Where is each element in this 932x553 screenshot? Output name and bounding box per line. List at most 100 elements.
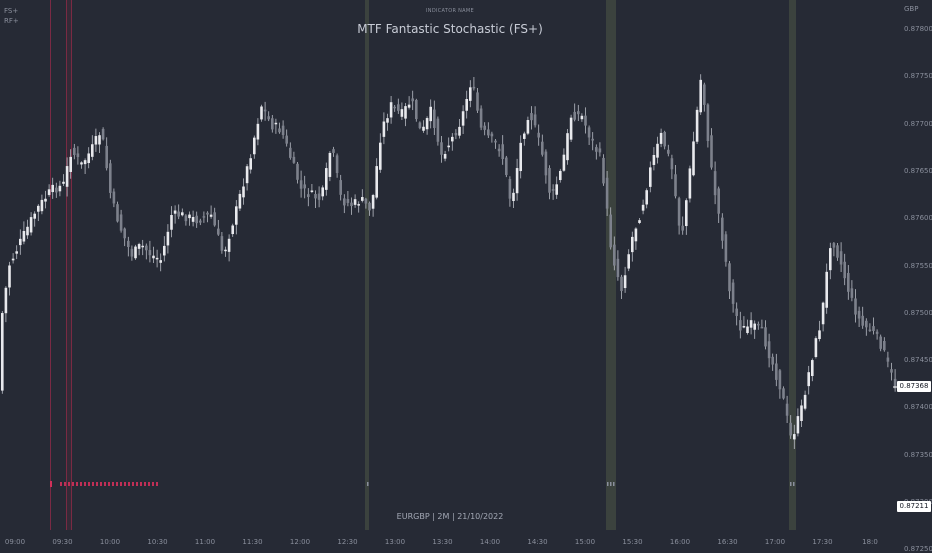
signal-marker bbox=[64, 482, 66, 486]
candle-body bbox=[353, 199, 357, 205]
candle-body bbox=[148, 249, 152, 256]
candle bbox=[152, 246, 155, 264]
candle-body bbox=[411, 98, 414, 102]
currency-label: GBP bbox=[904, 5, 919, 13]
candle bbox=[238, 190, 242, 211]
candle-body bbox=[112, 191, 116, 204]
candle bbox=[91, 135, 94, 161]
candle-body bbox=[821, 302, 825, 325]
candle bbox=[580, 113, 584, 122]
candle bbox=[37, 204, 40, 222]
candle bbox=[407, 96, 411, 110]
candle-body bbox=[94, 136, 98, 145]
candle bbox=[177, 204, 180, 220]
candle-body bbox=[843, 261, 846, 279]
candle-body bbox=[724, 234, 728, 262]
candle bbox=[15, 245, 18, 260]
candle-body bbox=[281, 125, 285, 136]
candle-body bbox=[584, 115, 587, 126]
candle-body bbox=[274, 122, 278, 125]
candle-body bbox=[710, 135, 713, 168]
candle-body bbox=[400, 109, 404, 117]
candle bbox=[389, 96, 393, 124]
candle-body bbox=[199, 220, 202, 223]
candle-body bbox=[505, 157, 508, 175]
candle-body bbox=[40, 199, 44, 212]
candle-body bbox=[206, 212, 209, 215]
candle-body bbox=[501, 144, 504, 160]
candle bbox=[717, 186, 720, 223]
candle bbox=[620, 274, 623, 300]
candle-body bbox=[1, 313, 4, 391]
candle-body bbox=[645, 190, 648, 205]
candle bbox=[465, 90, 468, 119]
candle-body bbox=[310, 190, 314, 192]
candle bbox=[533, 106, 537, 128]
candle-body bbox=[343, 198, 346, 206]
candle bbox=[69, 149, 72, 179]
candle bbox=[278, 122, 281, 134]
candle-body bbox=[854, 298, 857, 315]
candle-body bbox=[778, 370, 782, 390]
candle bbox=[839, 242, 843, 272]
candle-body bbox=[775, 363, 778, 380]
candle bbox=[785, 395, 789, 423]
candle-body bbox=[325, 168, 328, 190]
candle bbox=[202, 211, 206, 223]
candle-body bbox=[69, 156, 72, 172]
candle-body bbox=[407, 104, 411, 108]
candle bbox=[872, 317, 875, 335]
candle bbox=[775, 353, 778, 387]
candle bbox=[634, 227, 638, 250]
candle bbox=[281, 120, 285, 139]
price-tick: 0.87700 bbox=[904, 119, 932, 128]
candle bbox=[454, 129, 458, 140]
candle-body bbox=[393, 106, 396, 109]
candle bbox=[677, 196, 681, 235]
candle bbox=[829, 242, 832, 280]
candle bbox=[638, 218, 641, 225]
candle-body bbox=[44, 198, 47, 202]
candle bbox=[141, 239, 144, 256]
candle-body bbox=[55, 187, 58, 193]
candle-body bbox=[364, 198, 368, 204]
candle bbox=[641, 199, 645, 215]
candle bbox=[299, 170, 303, 198]
candle-body bbox=[249, 158, 252, 170]
candle bbox=[58, 180, 62, 197]
candle-body bbox=[80, 162, 83, 165]
candle-body bbox=[242, 186, 245, 198]
candle bbox=[764, 320, 767, 350]
candle-body bbox=[569, 117, 573, 140]
candle-body bbox=[15, 251, 18, 254]
candle-body bbox=[267, 116, 270, 120]
time-tick: 14:30 bbox=[527, 538, 548, 546]
candle-body bbox=[22, 231, 26, 242]
candle bbox=[559, 168, 562, 183]
candle-body bbox=[829, 248, 832, 271]
candle bbox=[523, 131, 526, 146]
candle bbox=[375, 158, 378, 200]
highlight-line bbox=[71, 0, 72, 530]
candle bbox=[789, 415, 792, 439]
candle bbox=[505, 155, 508, 178]
candle bbox=[188, 211, 191, 226]
candle-body bbox=[137, 244, 141, 249]
candle-body bbox=[782, 388, 785, 399]
candle bbox=[235, 200, 238, 235]
candle-body bbox=[472, 86, 476, 89]
signal-marker bbox=[144, 482, 146, 486]
candle bbox=[325, 162, 328, 196]
candle-body bbox=[663, 132, 666, 147]
candle-body bbox=[616, 258, 620, 278]
candle-body bbox=[706, 104, 710, 142]
candle-body bbox=[526, 120, 530, 134]
candle-body bbox=[389, 102, 393, 118]
candle bbox=[667, 144, 670, 157]
candle bbox=[371, 193, 375, 217]
candle-body bbox=[62, 181, 65, 184]
signal-marker bbox=[96, 482, 98, 486]
candle bbox=[472, 76, 476, 91]
price-tick: 0.87750 bbox=[904, 72, 932, 81]
